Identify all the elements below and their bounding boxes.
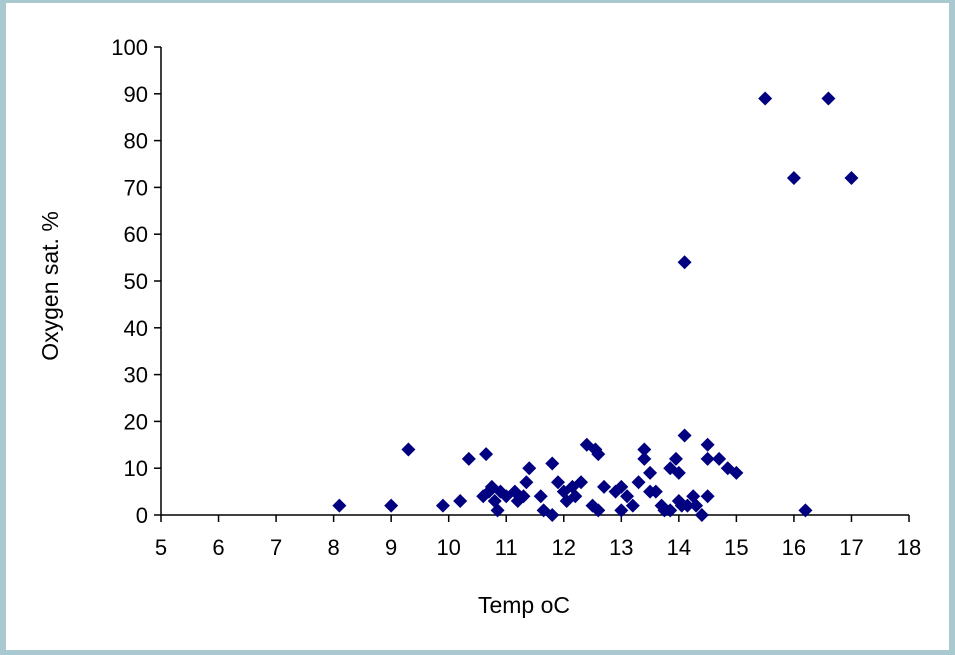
data-point — [786, 171, 801, 186]
x-axis: 5 6 7 8 9 10 11 12 13 14 15 16 17 18 — [155, 514, 921, 560]
data-point — [844, 171, 859, 186]
data-point — [671, 465, 686, 480]
y-tick-label: 0 — [136, 503, 148, 528]
data-point — [620, 489, 635, 504]
data-point — [668, 451, 683, 466]
y-axis-label: Oxygen sat. % — [37, 211, 63, 361]
data-point — [700, 489, 715, 504]
x-tick-label: 17 — [839, 535, 863, 560]
x-tick-label: 7 — [270, 535, 282, 560]
data-point — [545, 456, 560, 471]
y-tick-label: 60 — [124, 222, 148, 247]
data-point — [551, 475, 566, 490]
x-tick-label: 5 — [155, 535, 167, 560]
y-tick-label: 50 — [124, 269, 148, 294]
y-tick-label: 80 — [124, 129, 148, 154]
x-tick-label: 12 — [552, 535, 576, 560]
data-point — [680, 498, 695, 513]
x-tick-label: 15 — [724, 535, 748, 560]
y-tick-label: 10 — [124, 456, 148, 481]
y-tick-label: 70 — [124, 175, 148, 200]
data-point — [677, 428, 692, 443]
data-point — [490, 503, 505, 518]
x-tick-label: 11 — [495, 535, 518, 560]
data-point — [533, 489, 548, 504]
data-point — [479, 447, 494, 462]
data-point — [401, 442, 416, 457]
x-tick-label: 16 — [782, 535, 806, 560]
scatter-chart: 0 10 20 30 40 50 60 70 80 90 100 5 6 7 8 9 10 11 12 13 14 15… — [37, 35, 921, 618]
x-tick-label: 18 — [897, 535, 921, 560]
data-point — [522, 461, 537, 476]
data-point — [597, 479, 612, 494]
data-point — [591, 503, 606, 518]
y-tick-label: 40 — [124, 316, 148, 341]
y-axis: 0 10 20 30 40 50 60 70 80 90 100 — [111, 35, 162, 528]
data-point — [631, 475, 646, 490]
y-tick-label: 20 — [124, 409, 148, 434]
data-point — [637, 442, 652, 457]
data-point — [545, 508, 560, 522]
x-tick-label: 6 — [212, 535, 224, 560]
data-point — [574, 475, 589, 490]
data-point — [694, 508, 709, 522]
data-point — [729, 465, 744, 480]
y-tick-label: 90 — [124, 82, 148, 107]
data-point — [384, 498, 399, 513]
x-tick-label: 10 — [436, 535, 460, 560]
y-tick-label: 30 — [124, 363, 148, 388]
data-point — [435, 498, 450, 513]
data-point — [700, 451, 715, 466]
x-tick-label: 9 — [385, 535, 397, 560]
data-point — [637, 451, 652, 466]
data-point — [798, 503, 813, 518]
data-point — [614, 479, 629, 494]
data-point — [677, 255, 692, 270]
data-point — [625, 498, 640, 513]
data-point — [516, 489, 531, 504]
data-point — [614, 503, 629, 518]
data-point — [663, 503, 678, 518]
data-point — [332, 498, 347, 513]
data-point — [643, 465, 658, 480]
data-point — [700, 437, 715, 452]
x-tick-label: 8 — [327, 535, 339, 560]
data-point — [821, 91, 836, 106]
y-tick-label: 100 — [111, 35, 148, 60]
data-point — [648, 484, 663, 499]
data-point — [712, 451, 727, 466]
data-point — [758, 91, 773, 106]
data-point — [461, 451, 476, 466]
x-tick-label: 14 — [667, 535, 691, 560]
data-point — [689, 498, 704, 513]
x-axis-label: Temp oC — [478, 592, 570, 618]
data-points — [332, 91, 859, 522]
data-point — [519, 475, 534, 490]
x-tick-label: 13 — [609, 535, 633, 560]
data-point — [591, 447, 606, 462]
data-point — [453, 493, 468, 508]
data-point — [568, 489, 583, 504]
